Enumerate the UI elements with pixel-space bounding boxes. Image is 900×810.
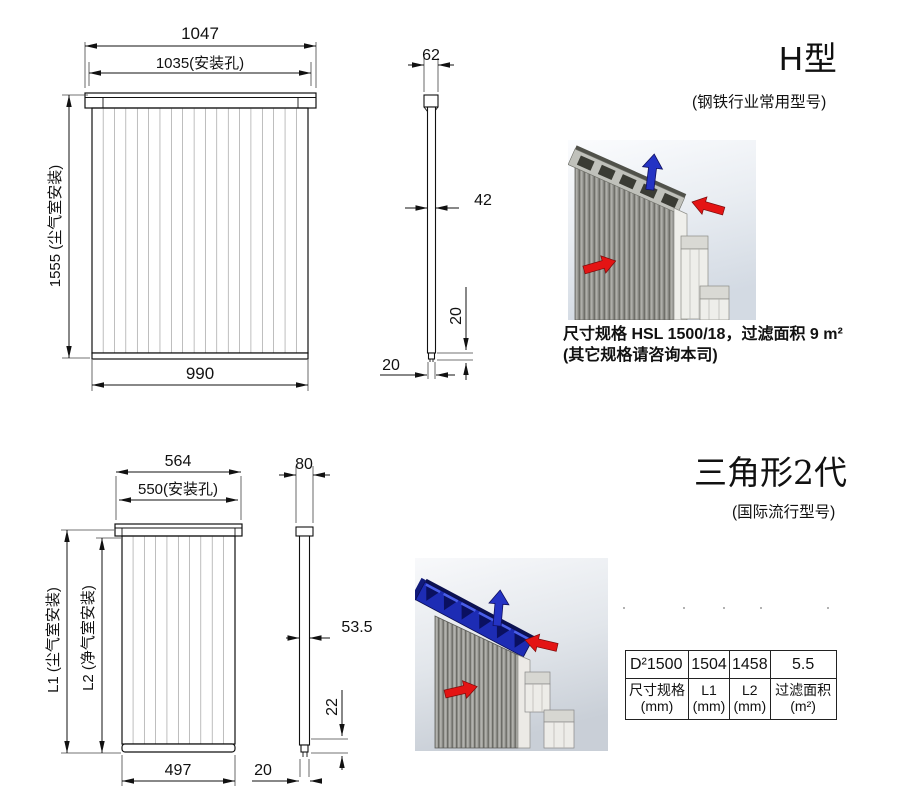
- dim-label: 1555 (尘气室安装): [47, 165, 64, 288]
- table-cell: 1504: [688, 650, 730, 679]
- triangle-3d-render: [415, 558, 608, 751]
- clean-air-out-arrow-icon: [488, 589, 510, 627]
- h-side-stem: [426, 106, 437, 354]
- table-cell: D²1500: [625, 650, 689, 679]
- dim-label: 53.5: [341, 619, 372, 636]
- table-row: 尺寸规格 (mm) L1 (mm) L2 (mm) 过滤面积 (m²): [625, 678, 837, 720]
- dim-label: 1035(安装孔): [156, 55, 244, 72]
- h-front-dimensions: 1047 1035(安装孔) 1555 (尘气室安装) 990: [47, 24, 317, 391]
- dim-label: 990: [186, 364, 214, 383]
- h-front-bottom-rail: [91, 352, 309, 360]
- dim-label: 564: [165, 453, 192, 470]
- dim-label: L1 (尘气室安装): [45, 587, 62, 693]
- dim-label: 80: [295, 456, 313, 473]
- dim-label: 1047: [181, 24, 219, 43]
- h-type-3d-render: [568, 140, 756, 320]
- dust-air-in-arrow-icon: [691, 196, 726, 216]
- dim-label: 20: [382, 357, 400, 374]
- h-side-foot: [427, 352, 436, 360]
- h-side-dimensions: 62 42 20 20: [380, 47, 492, 380]
- t-front-bottom-rail: [121, 743, 236, 753]
- h-front-view: [84, 92, 317, 360]
- blue-header-plate: [415, 577, 535, 658]
- pleat-step-blocks: [680, 235, 730, 320]
- table-header-cell: 尺寸规格 (mm): [625, 678, 689, 720]
- t-side-foot: [300, 744, 309, 753]
- dim-label: 62: [422, 47, 440, 64]
- t-side-stem: [298, 535, 311, 746]
- dim-label: L2 (净气室安装): [80, 585, 97, 691]
- triangle-side-dimensions: 80 53.5 22 20: [252, 456, 373, 784]
- triangle-front-dimensions: 564 550(安装孔) L1 (尘气室安装) L2 (净气室安装) 497: [45, 453, 242, 786]
- table-header-cell: L1 (mm): [688, 678, 730, 720]
- h-side-cap: [423, 94, 439, 108]
- h-front-top-rail: [84, 92, 317, 109]
- clean-air-out-arrow-icon: [641, 153, 664, 191]
- t-front-top-rail: [114, 523, 243, 537]
- dust-air-in-arrow-icon: [443, 680, 478, 699]
- dust-air-in-arrow-icon: [524, 633, 559, 653]
- header-plate: [568, 145, 687, 214]
- h-type-spec-line: 尺寸规格 HSL 1500/18，过滤面积 9 m²: [563, 326, 843, 343]
- h-type-subtitle: (钢铁行业常用型号): [692, 94, 827, 111]
- dim-label: 20: [254, 762, 272, 779]
- dim-label: 497: [165, 762, 192, 779]
- dim-label: 42: [474, 192, 492, 209]
- table-header-cell: 过滤面积 (m²): [769, 678, 837, 720]
- table-cell: 1458: [729, 650, 771, 679]
- h-side-view: [423, 94, 439, 362]
- dim-label: 20: [448, 307, 465, 325]
- h-type-spec-note: (其它规格请咨询本司): [563, 347, 718, 364]
- t-front-pleated-body: [121, 535, 236, 745]
- triangle-side-view: [295, 526, 314, 757]
- dim-label: 22: [324, 698, 341, 716]
- spec-table: D²1500 1504 1458 5.5 尺寸规格 (mm) L1 (mm) L…: [625, 650, 837, 720]
- h-front-pleated-body: [91, 107, 309, 354]
- triangle-subtitle: (国际流行型号): [732, 504, 836, 521]
- table-cell: 5.5: [769, 650, 837, 679]
- table-row: D²1500 1504 1458 5.5: [625, 650, 837, 679]
- table-header-cell: L2 (mm): [729, 678, 771, 720]
- triangle-title: 三角形2代: [694, 453, 847, 492]
- triangle-front-view: [114, 523, 243, 753]
- dim-label: 550(安装孔): [138, 481, 218, 498]
- h-type-title: H型: [779, 40, 838, 77]
- dust-air-in-arrow-icon: [582, 255, 617, 275]
- pleat-step-blocks: [524, 671, 575, 749]
- t-side-cap: [295, 526, 314, 537]
